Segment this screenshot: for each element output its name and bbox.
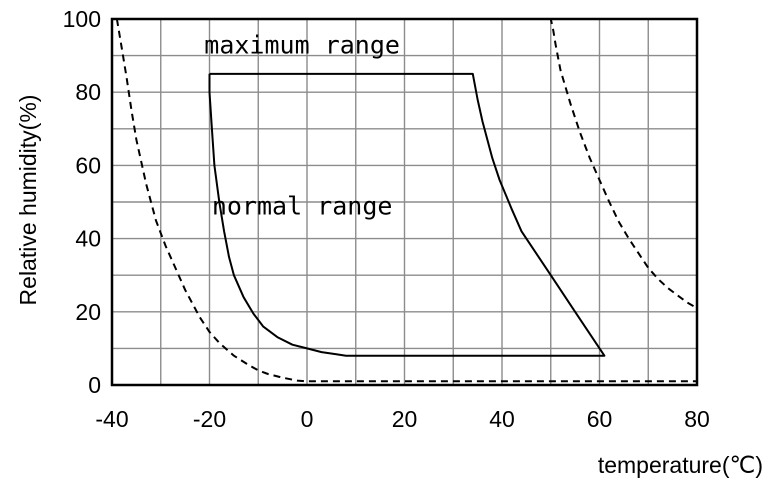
y-tick-label: 60 <box>75 152 101 178</box>
maximum-range-boundary-2 <box>116 18 698 382</box>
x-tick-labels: -40 -20 0 20 40 60 80 <box>95 406 709 432</box>
y-tick-label: 80 <box>75 79 101 105</box>
y-axis-label: Relative humidity(%) <box>15 95 41 306</box>
x-tick-label: 20 <box>392 406 418 432</box>
plot-frame <box>110 17 699 387</box>
x-tick-label: 0 <box>301 406 314 432</box>
x-tick-label: 40 <box>489 406 515 432</box>
x-tick-label: -40 <box>95 406 128 432</box>
y-tick-label: 100 <box>63 6 101 32</box>
y-tick-labels: 0 20 40 60 80 100 <box>63 6 101 398</box>
x-axis-label: temperature(℃) <box>598 452 763 478</box>
normal-range-label: normal range <box>212 192 393 221</box>
maximum-range-boundary-1 <box>115 18 697 383</box>
y-tick-label: 0 <box>88 372 101 398</box>
maximum-range-label: maximum range <box>204 31 400 60</box>
normal-range-boundary <box>208 72 606 357</box>
x-tick-label: -20 <box>193 406 226 432</box>
y-tick-label: 40 <box>75 226 101 252</box>
annotations: maximum range normal range <box>204 31 400 221</box>
y-tick-label: 20 <box>75 299 101 325</box>
x-tick-label: 60 <box>587 406 613 432</box>
x-tick-label: 80 <box>684 406 710 432</box>
series-layer <box>115 18 698 383</box>
grid <box>112 19 697 385</box>
